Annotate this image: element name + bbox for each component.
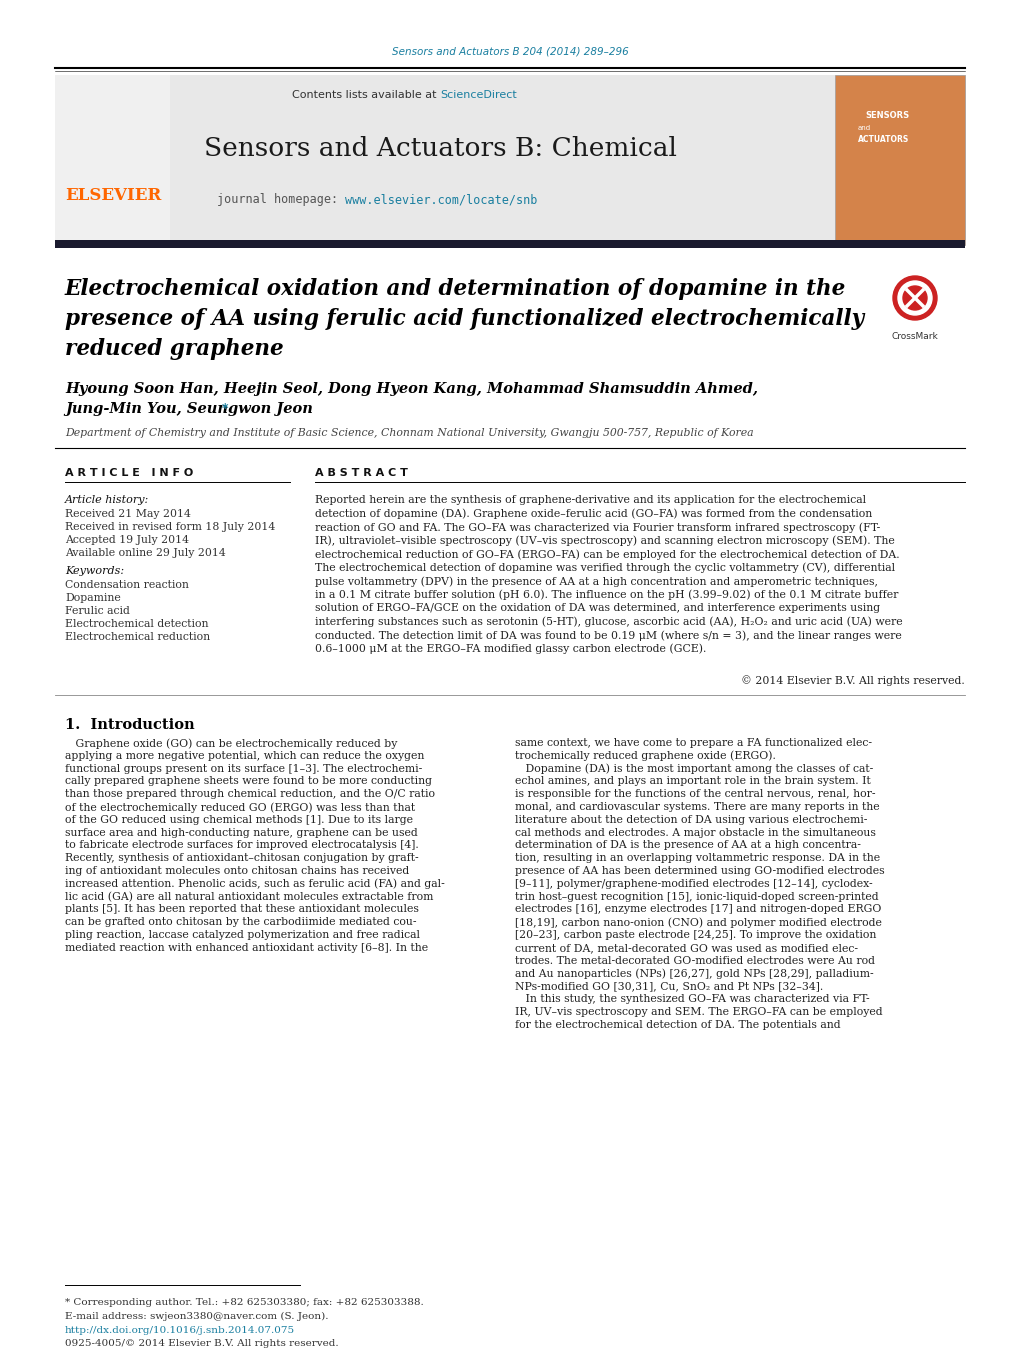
Text: and Au nanoparticles (NPs) [26,27], gold NPs [28,29], palladium-: and Au nanoparticles (NPs) [26,27], gold… [515,969,872,979]
Text: www.elsevier.com/locate/snb: www.elsevier.com/locate/snb [344,193,537,207]
Text: [9–11], polymer/graphene-modified electrodes [12–14], cyclodex-: [9–11], polymer/graphene-modified electr… [515,878,872,889]
Text: © 2014 Elsevier B.V. All rights reserved.: © 2014 Elsevier B.V. All rights reserved… [741,676,964,686]
Text: Ferulic acid: Ferulic acid [65,607,129,616]
Text: reduced graphene: reduced graphene [65,338,283,359]
Text: monal, and cardiovascular systems. There are many reports in the: monal, and cardiovascular systems. There… [515,802,878,812]
Text: reaction of GO and FA. The GO–FA was characterized via Fourier transform infrare: reaction of GO and FA. The GO–FA was cha… [315,521,879,532]
Text: Sensors and Actuators B: Chemical: Sensors and Actuators B: Chemical [204,135,676,161]
Text: Received in revised form 18 July 2014: Received in revised form 18 July 2014 [65,521,275,532]
Text: trin host–guest recognition [15], ionic-liquid-doped screen-printed: trin host–guest recognition [15], ionic-… [515,892,877,901]
Text: Accepted 19 July 2014: Accepted 19 July 2014 [65,535,189,544]
Text: trodes. The metal-decorated GO-modified electrodes were Au rod: trodes. The metal-decorated GO-modified … [515,955,874,966]
Text: pling reaction, laccase catalyzed polymerization and free radical: pling reaction, laccase catalyzed polyme… [65,929,420,940]
Text: Dopamine: Dopamine [65,593,120,603]
Text: solution of ERGO–FA/GCE on the oxidation of DA was determined, and interference : solution of ERGO–FA/GCE on the oxidation… [315,603,879,613]
Text: for the electrochemical detection of DA. The potentials and: for the electrochemical detection of DA.… [515,1020,840,1029]
Text: Article history:: Article history: [65,494,149,505]
Text: * Corresponding author. Tel.: +82 625303380; fax: +82 625303388.: * Corresponding author. Tel.: +82 625303… [65,1298,423,1306]
Text: functional groups present on its surface [1–3]. The electrochemi-: functional groups present on its surface… [65,763,422,774]
Text: and: and [857,126,870,131]
Text: ScienceDirect: ScienceDirect [439,91,517,100]
Text: electrochemical reduction of GO–FA (ERGO–FA) can be employed for the electrochem: electrochemical reduction of GO–FA (ERGO… [315,549,899,559]
Text: conducted. The detection limit of DA was found to be 0.19 μM (where s/n = 3), an: conducted. The detection limit of DA was… [315,630,901,640]
Text: pulse voltammetry (DPV) in the presence of AA at a high concentration and ampero: pulse voltammetry (DPV) in the presence … [315,576,877,586]
Text: cally prepared graphene sheets were found to be more conducting: cally prepared graphene sheets were foun… [65,777,432,786]
Text: presence of AA has been determined using GO-modified electrodes: presence of AA has been determined using… [515,866,883,875]
Text: applying a more negative potential, which can reduce the oxygen: applying a more negative potential, whic… [65,751,424,761]
Text: plants [5]. It has been reported that these antioxidant molecules: plants [5]. It has been reported that th… [65,904,419,915]
Text: A B S T R A C T: A B S T R A C T [315,467,408,478]
Text: Condensation reaction: Condensation reaction [65,580,189,590]
Text: cal methods and electrodes. A major obstacle in the simultaneous: cal methods and electrodes. A major obst… [515,828,875,838]
Text: current of DA, metal-decorated GO was used as modified elec-: current of DA, metal-decorated GO was us… [515,943,857,952]
Text: NPs-modified GO [30,31], Cu, SnO₂ and Pt NPs [32–34].: NPs-modified GO [30,31], Cu, SnO₂ and Pt… [515,981,822,992]
Text: of the GO reduced using chemical methods [1]. Due to its large: of the GO reduced using chemical methods… [65,815,413,825]
Text: *: * [221,403,228,415]
Text: same context, we have come to prepare a FA functionalized elec-: same context, we have come to prepare a … [515,738,871,748]
Text: ELSEVIER: ELSEVIER [65,186,161,204]
Text: ACTUATORS: ACTUATORS [857,135,908,145]
Text: Keywords:: Keywords: [65,566,124,576]
Text: tion, resulting in an overlapping voltammetric response. DA in the: tion, resulting in an overlapping voltam… [515,854,879,863]
Text: interfering substances such as serotonin (5-HT), glucose, ascorbic acid (AA), H₂: interfering substances such as serotonin… [315,616,902,627]
Text: Electrochemical reduction: Electrochemical reduction [65,632,210,642]
Text: Dopamine (DA) is the most important among the classes of cat-: Dopamine (DA) is the most important amon… [515,763,872,774]
Text: lic acid (GA) are all natural antioxidant molecules extractable from: lic acid (GA) are all natural antioxidan… [65,892,433,902]
Text: Graphene oxide (GO) can be electrochemically reduced by: Graphene oxide (GO) can be electrochemic… [65,738,397,748]
Text: [18,19], carbon nano-onion (CNO) and polymer modified electrode: [18,19], carbon nano-onion (CNO) and pol… [515,917,881,928]
Text: A R T I C L E   I N F O: A R T I C L E I N F O [65,467,193,478]
Text: [20–23], carbon paste electrode [24,25]. To improve the oxidation: [20–23], carbon paste electrode [24,25].… [515,929,875,940]
Bar [55,76,170,245]
Text: trochemically reduced graphene oxide (ERGO).: trochemically reduced graphene oxide (ER… [515,751,775,762]
Bar [55,76,835,245]
Text: increased attention. Phenolic acids, such as ferulic acid (FA) and gal-: increased attention. Phenolic acids, suc… [65,878,444,889]
Text: Contents lists available at: Contents lists available at [291,91,439,100]
Text: Recently, synthesis of antioxidant–chitosan conjugation by graft-: Recently, synthesis of antioxidant–chito… [65,854,418,863]
Text: IR, UV–vis spectroscopy and SEM. The ERGO–FA can be employed: IR, UV–vis spectroscopy and SEM. The ERG… [515,1006,881,1017]
Text: Department of Chemistry and Institute of Basic Science, Chonnam National Univers: Department of Chemistry and Institute of… [65,428,753,438]
Text: echol amines, and plays an important role in the brain system. It: echol amines, and plays an important rol… [515,777,870,786]
Text: http://dx.doi.org/10.1016/j.snb.2014.07.075: http://dx.doi.org/10.1016/j.snb.2014.07.… [65,1325,294,1335]
Text: can be grafted onto chitosan by the carbodiimide mediated cou-: can be grafted onto chitosan by the carb… [65,917,416,927]
Text: to fabricate electrode surfaces for improved electrocatalysis [4].: to fabricate electrode surfaces for impr… [65,840,419,850]
Text: Reported herein are the synthesis of graphene-derivative and its application for: Reported herein are the synthesis of gra… [315,494,865,505]
Circle shape [897,281,931,315]
Text: 0.6–1000 μM at the ERGO–FA modified glassy carbon electrode (GCE).: 0.6–1000 μM at the ERGO–FA modified glas… [315,643,706,654]
Text: surface area and high-conducting nature, graphene can be used: surface area and high-conducting nature,… [65,828,418,838]
Text: electrodes [16], enzyme electrodes [17] and nitrogen-doped ERGO: electrodes [16], enzyme electrodes [17] … [515,904,880,915]
Text: journal homepage:: journal homepage: [216,193,344,207]
Text: Electrochemical oxidation and determination of dopamine in the: Electrochemical oxidation and determinat… [65,278,846,300]
Text: than those prepared through chemical reduction, and the O/C ratio: than those prepared through chemical red… [65,789,434,800]
Bar [835,76,964,245]
Text: Hyoung Soon Han, Heejin Seol, Dong Hyeon Kang, Mohammad Shamsuddin Ahmed,: Hyoung Soon Han, Heejin Seol, Dong Hyeon… [65,382,757,396]
Text: 0925-4005/© 2014 Elsevier B.V. All rights reserved.: 0925-4005/© 2014 Elsevier B.V. All right… [65,1339,338,1348]
Text: IR), ultraviolet–visible spectroscopy (UV–vis spectroscopy) and scanning electro: IR), ultraviolet–visible spectroscopy (U… [315,535,894,546]
Text: Received 21 May 2014: Received 21 May 2014 [65,509,191,519]
Text: presence of AA using ferulic acid functionalized electrochemically: presence of AA using ferulic acid functi… [65,308,863,330]
Text: Electrochemical detection: Electrochemical detection [65,619,208,630]
Text: literature about the detection of DA using various electrochemi-: literature about the detection of DA usi… [515,815,866,825]
Text: SENSORS: SENSORS [864,111,908,119]
Text: 1.  Introduction: 1. Introduction [65,717,195,732]
Text: detection of dopamine (DA). Graphene oxide–ferulic acid (GO–FA) was formed from : detection of dopamine (DA). Graphene oxi… [315,508,871,519]
Text: In this study, the synthesized GO–FA was characterized via FT-: In this study, the synthesized GO–FA was… [515,994,869,1004]
Text: The electrochemical detection of dopamine was verified through the cyclic voltam: The electrochemical detection of dopamin… [315,562,895,573]
Text: determination of DA is the presence of AA at a high concentra-: determination of DA is the presence of A… [515,840,860,850]
Text: is responsible for the functions of the central nervous, renal, hor-: is responsible for the functions of the … [515,789,874,800]
Text: of the electrochemically reduced GO (ERGO) was less than that: of the electrochemically reduced GO (ERG… [65,802,415,812]
Text: CrossMark: CrossMark [891,332,937,340]
Text: Jung-Min You, Seungwon Jeon: Jung-Min You, Seungwon Jeon [65,403,313,416]
Circle shape [892,276,936,320]
Text: Sensors and Actuators B 204 (2014) 289–296: Sensors and Actuators B 204 (2014) 289–2… [391,47,628,57]
Text: in a 0.1 M citrate buffer solution (pH 6.0). The influence on the pH (3.99–9.02): in a 0.1 M citrate buffer solution (pH 6… [315,589,898,600]
Circle shape [902,286,926,309]
Text: ing of antioxidant molecules onto chitosan chains has received: ing of antioxidant molecules onto chitos… [65,866,409,875]
Text: mediated reaction with enhanced antioxidant activity [6–8]. In the: mediated reaction with enhanced antioxid… [65,943,428,952]
Text: E-mail address: swjeon3380@naver.com (S. Jeon).: E-mail address: swjeon3380@naver.com (S.… [65,1312,328,1321]
Bar [55,240,964,249]
Text: Available online 29 July 2014: Available online 29 July 2014 [65,549,225,558]
